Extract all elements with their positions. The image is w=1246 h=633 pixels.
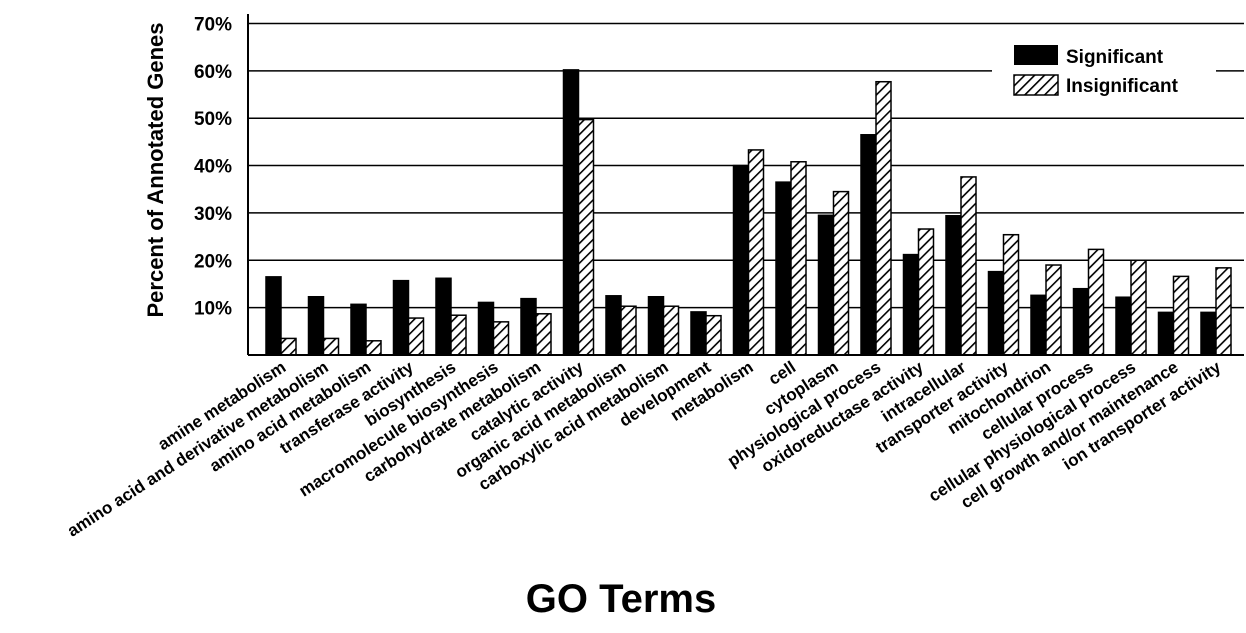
bar-significant: [265, 276, 282, 356]
y-tick-label: 20%: [194, 251, 232, 272]
bar-significant: [477, 301, 495, 356]
y-tick-label: 40%: [194, 157, 232, 178]
legend-swatch-significant: [1014, 45, 1058, 65]
bar-insignificant: [705, 314, 722, 356]
bar-insignificant: [407, 317, 425, 356]
bar-insignificant: [960, 176, 977, 356]
x-axis-label: GO Terms: [526, 577, 716, 621]
bar-significant: [775, 181, 792, 356]
bar-significant: [902, 253, 920, 356]
legend: Significant Insignificant: [992, 40, 1216, 104]
bar-significant: [945, 215, 962, 356]
bar-significant: [647, 295, 665, 356]
bar-insignificant: [917, 228, 935, 356]
bar-insignificant: [1045, 264, 1062, 356]
bar-insignificant: [492, 321, 510, 356]
bar-insignificant: [322, 337, 340, 356]
bar-significant: [817, 214, 835, 356]
y-tick-labels: 10% 20% 30% 40% 50% 60% 70%: [194, 14, 232, 319]
bar-significant: [307, 295, 325, 356]
bar-insignificant: [1002, 233, 1020, 356]
y-tick-label: 10%: [194, 299, 232, 320]
bar-insignificant: [535, 313, 552, 356]
bar-insignificant: [832, 190, 850, 356]
bar-insignificant: [1172, 275, 1190, 356]
bar-significant: [350, 303, 367, 356]
legend-label-insignificant: Insignificant: [1066, 76, 1179, 97]
legend-label-significant: Significant: [1066, 47, 1164, 68]
bar-insignificant: [1087, 248, 1105, 356]
bar-insignificant: [875, 80, 892, 356]
bars: [265, 69, 1232, 356]
bar-insignificant: [577, 118, 595, 356]
bar-insignificant: [790, 161, 807, 356]
bar-significant: [732, 164, 750, 356]
y-axis-label: Percent of Annotated Genes: [143, 22, 168, 317]
bar-insignificant: [620, 305, 637, 356]
bar-significant: [562, 69, 580, 356]
bar-insignificant: [450, 314, 467, 356]
bar-significant: [605, 295, 622, 356]
bar-significant: [1115, 296, 1132, 356]
bar-significant: [1030, 294, 1047, 356]
y-tick-label: 60%: [194, 62, 232, 83]
axes: [247, 14, 1244, 356]
bar-insignificant: [280, 337, 297, 356]
bar-significant: [1200, 311, 1217, 356]
bar-insignificant: [365, 340, 382, 356]
bar-insignificant: [747, 149, 765, 356]
y-tick-label: 30%: [194, 204, 232, 225]
y-tick-label: 50%: [194, 109, 232, 130]
bar-significant: [1072, 287, 1090, 356]
bar-significant: [435, 277, 452, 356]
bar-significant: [520, 297, 537, 356]
bar-insignificant: [1130, 259, 1147, 356]
bar-insignificant: [662, 305, 680, 356]
bar-significant: [987, 270, 1005, 356]
bar-significant: [690, 311, 707, 356]
bar-significant: [860, 134, 877, 356]
bar-significant: [1157, 311, 1175, 356]
bar-significant: [392, 279, 410, 356]
y-tick-label: 70%: [194, 14, 232, 35]
legend-swatch-insignificant: [1013, 74, 1059, 96]
bar-insignificant: [1215, 267, 1232, 356]
